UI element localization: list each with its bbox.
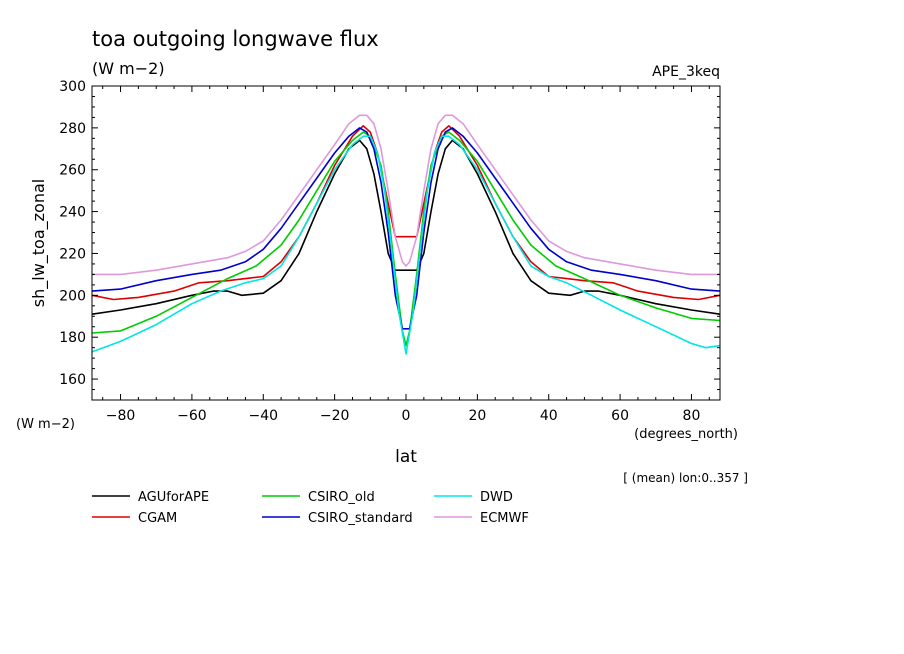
legend: AGUforAPE CGAM CSIRO_old CSIRO_standard DWD E… [92,490,529,526]
legend-label: CSIRO_old [308,490,375,505]
legend-label: CSIRO_standard [308,511,413,526]
title-units: (W m−2) [92,59,165,78]
series-line-dwd [91,135,721,355]
legend-label: CGAM [138,511,177,526]
y-tick-label: 280 [59,121,86,137]
y-tick-label: 300 [59,79,86,95]
y-tick-label: 160 [59,372,86,388]
axis-ticks: −80 −60 −40 −20 0 20 40 60 80 160 180 200 220 240 260 2… [59,79,720,424]
y-axis-units: (W m−2) [16,417,75,432]
y-axis-label: sh_lw_toa_zonal [29,179,49,307]
series-line-csiro-standard [91,127,721,330]
x-axis-units: (degrees_north) [634,427,738,442]
chart-title: toa outgoing longwave flux [92,27,379,51]
legend-label: ECMWF [480,511,529,526]
y-tick-label: 220 [59,246,86,262]
x-tick-label: −80 [106,408,136,424]
x-tick-label: 40 [540,408,558,424]
x-tick-label: 20 [468,408,486,424]
x-axis-label: lat [395,447,417,467]
y-tick-label: 240 [59,205,86,221]
x-tick-label: 80 [683,408,701,424]
series-lines [91,114,721,355]
experiment-label: APE_3keq [652,64,720,80]
series-line-ecmwf [92,114,720,276]
x-tick-label: −60 [177,408,207,424]
legend-label: AGUforAPE [138,490,209,505]
series-line-csiro-old [91,131,721,347]
legend-label: DWD [480,490,513,505]
plot-area: −80 −60 −40 −20 0 20 40 60 80 160 180 200 220 240 260 2… [59,79,721,424]
y-tick-label: 180 [59,330,86,346]
x-tick-label: −20 [320,408,350,424]
series-line-cgam [91,125,721,301]
series-line-aguforape [91,139,721,315]
y-tick-label: 200 [59,288,86,304]
x-tick-label: −40 [248,408,278,424]
x-tick-label: 0 [402,408,411,424]
x-tick-label: 60 [611,408,629,424]
projection-note: [ (mean) lon:0..357 ] [623,471,748,485]
y-tick-label: 260 [59,163,86,179]
